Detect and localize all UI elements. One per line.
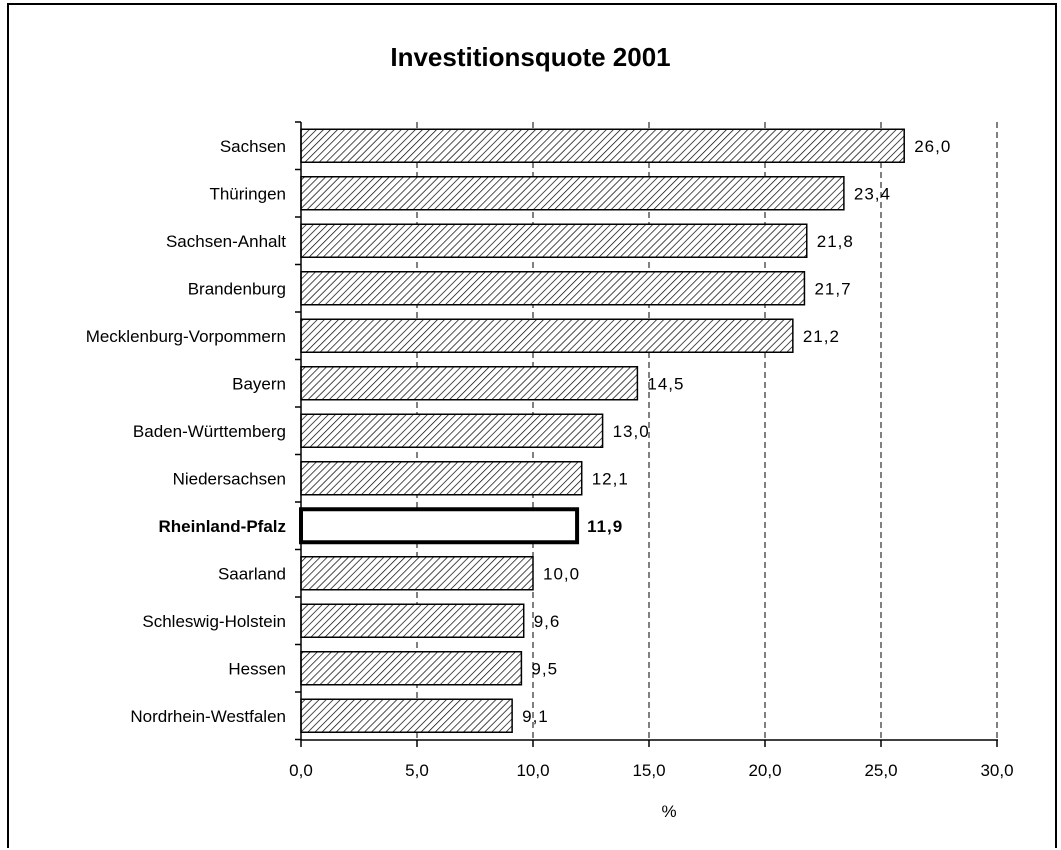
value-label: 12,1	[592, 469, 629, 488]
category-label: Rheinland-Pfalz	[158, 517, 286, 536]
value-label: 21,8	[817, 232, 854, 251]
bar	[300, 176, 845, 211]
x-axis-title: %	[661, 802, 676, 821]
x-tick-label: 25,0	[864, 761, 897, 780]
x-tick-label: 0,0	[289, 761, 313, 780]
category-label: Schleswig-Holstein	[142, 612, 286, 631]
category-label: Sachsen	[220, 137, 286, 156]
bar	[300, 271, 806, 306]
x-tick-label: 20,0	[748, 761, 781, 780]
category-label: Bayern	[232, 374, 286, 393]
value-label: 26,0	[914, 137, 951, 156]
category-label: Saarland	[218, 564, 286, 583]
category-label: Sachsen-Anhalt	[166, 232, 286, 251]
value-label: 13,0	[613, 422, 650, 441]
category-label: Niedersachsen	[173, 469, 286, 488]
x-tick-label: 10,0	[516, 761, 549, 780]
value-label: 21,2	[803, 327, 840, 346]
value-label: 9,6	[534, 612, 561, 631]
bar	[299, 507, 580, 545]
category-label: Hessen	[228, 659, 286, 678]
value-label: 10,0	[543, 564, 580, 583]
category-label: Brandenburg	[188, 279, 286, 298]
bar	[300, 651, 523, 686]
value-label: 23,4	[854, 184, 891, 203]
bar	[300, 223, 808, 258]
bar	[300, 366, 639, 401]
x-tick-label: 5,0	[405, 761, 429, 780]
bar	[300, 128, 905, 163]
bar	[300, 556, 534, 591]
value-label: 14,5	[647, 374, 684, 393]
category-label: Baden-Württemberg	[133, 422, 286, 441]
chart-title: Investitionsquote 2001	[390, 42, 671, 72]
x-tick-label: 15,0	[632, 761, 665, 780]
bar	[300, 413, 604, 448]
value-label: 21,7	[814, 279, 851, 298]
value-label: 9,1	[522, 707, 549, 726]
bar	[300, 318, 794, 353]
value-label: 11,9	[587, 517, 623, 536]
category-label: Mecklenburg-Vorpommern	[86, 327, 286, 346]
bar	[300, 461, 583, 496]
value-label: 9,5	[531, 659, 558, 678]
category-label: Nordrhein-Westfalen	[130, 707, 286, 726]
bar	[300, 603, 525, 638]
bar	[300, 698, 513, 733]
category-label: Thüringen	[209, 184, 286, 203]
x-tick-label: 30,0	[980, 761, 1013, 780]
